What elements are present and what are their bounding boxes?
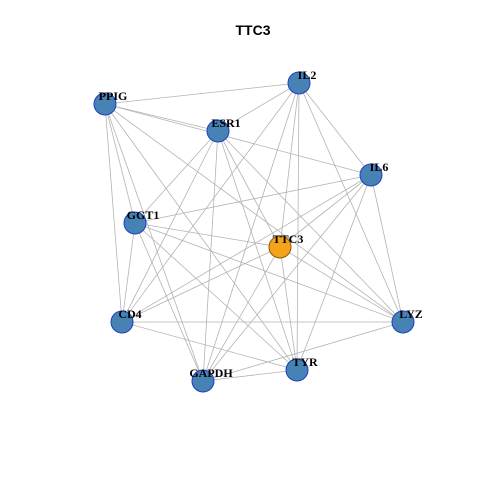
nodes: IL2 PPIG ESR1 IL6 GGT1 TTC3 CD4 LYZ TYR GAPDH bbox=[93, 68, 423, 393]
node-label: LYZ bbox=[399, 307, 423, 321]
edge bbox=[121, 222, 136, 323]
title: TTC3 bbox=[236, 22, 271, 38]
edge bbox=[298, 82, 404, 323]
edge bbox=[134, 174, 372, 224]
node-label: IL6 bbox=[370, 160, 389, 174]
edge bbox=[217, 130, 404, 323]
edge bbox=[134, 222, 298, 371]
node bbox=[268, 235, 292, 259]
edge bbox=[134, 222, 204, 382]
node bbox=[391, 310, 415, 334]
edge bbox=[202, 130, 219, 382]
edge bbox=[370, 174, 404, 323]
edge bbox=[279, 174, 372, 248]
edge bbox=[104, 103, 204, 382]
node bbox=[110, 310, 134, 334]
edge bbox=[121, 174, 372, 323]
edge bbox=[296, 174, 372, 371]
node bbox=[123, 211, 147, 235]
node bbox=[359, 163, 383, 187]
node-label: IL2 bbox=[298, 68, 317, 82]
edge bbox=[121, 82, 300, 323]
edge bbox=[202, 246, 281, 382]
edge bbox=[134, 222, 404, 323]
node bbox=[206, 119, 230, 143]
node bbox=[285, 358, 309, 382]
edge bbox=[217, 130, 281, 248]
edge bbox=[104, 103, 372, 176]
edge bbox=[202, 369, 298, 382]
edge bbox=[298, 82, 372, 176]
edge bbox=[279, 246, 404, 323]
edge bbox=[104, 103, 219, 132]
node bbox=[191, 369, 215, 393]
node-label: TTC3 bbox=[273, 232, 304, 246]
edge bbox=[217, 130, 298, 371]
edge bbox=[134, 130, 219, 224]
node-label: CD4 bbox=[118, 307, 141, 321]
edge bbox=[134, 222, 281, 248]
edge bbox=[104, 103, 404, 323]
node-label: GGT1 bbox=[127, 208, 160, 222]
edge bbox=[217, 82, 300, 132]
node bbox=[93, 92, 117, 116]
node-label: GAPDH bbox=[189, 366, 233, 380]
edge bbox=[202, 174, 372, 382]
edge bbox=[279, 246, 298, 371]
edge bbox=[104, 82, 300, 105]
node-label: TYR bbox=[292, 355, 318, 369]
edge bbox=[121, 246, 281, 323]
edge bbox=[104, 103, 298, 371]
edge bbox=[121, 130, 219, 323]
node-label: ESR1 bbox=[211, 116, 240, 130]
edges bbox=[104, 82, 404, 382]
node-label: PPIG bbox=[99, 89, 128, 103]
edge bbox=[104, 103, 123, 323]
edge bbox=[296, 82, 300, 371]
edge bbox=[202, 321, 404, 382]
edge bbox=[279, 82, 300, 248]
node bbox=[287, 71, 311, 95]
edge bbox=[104, 103, 136, 224]
